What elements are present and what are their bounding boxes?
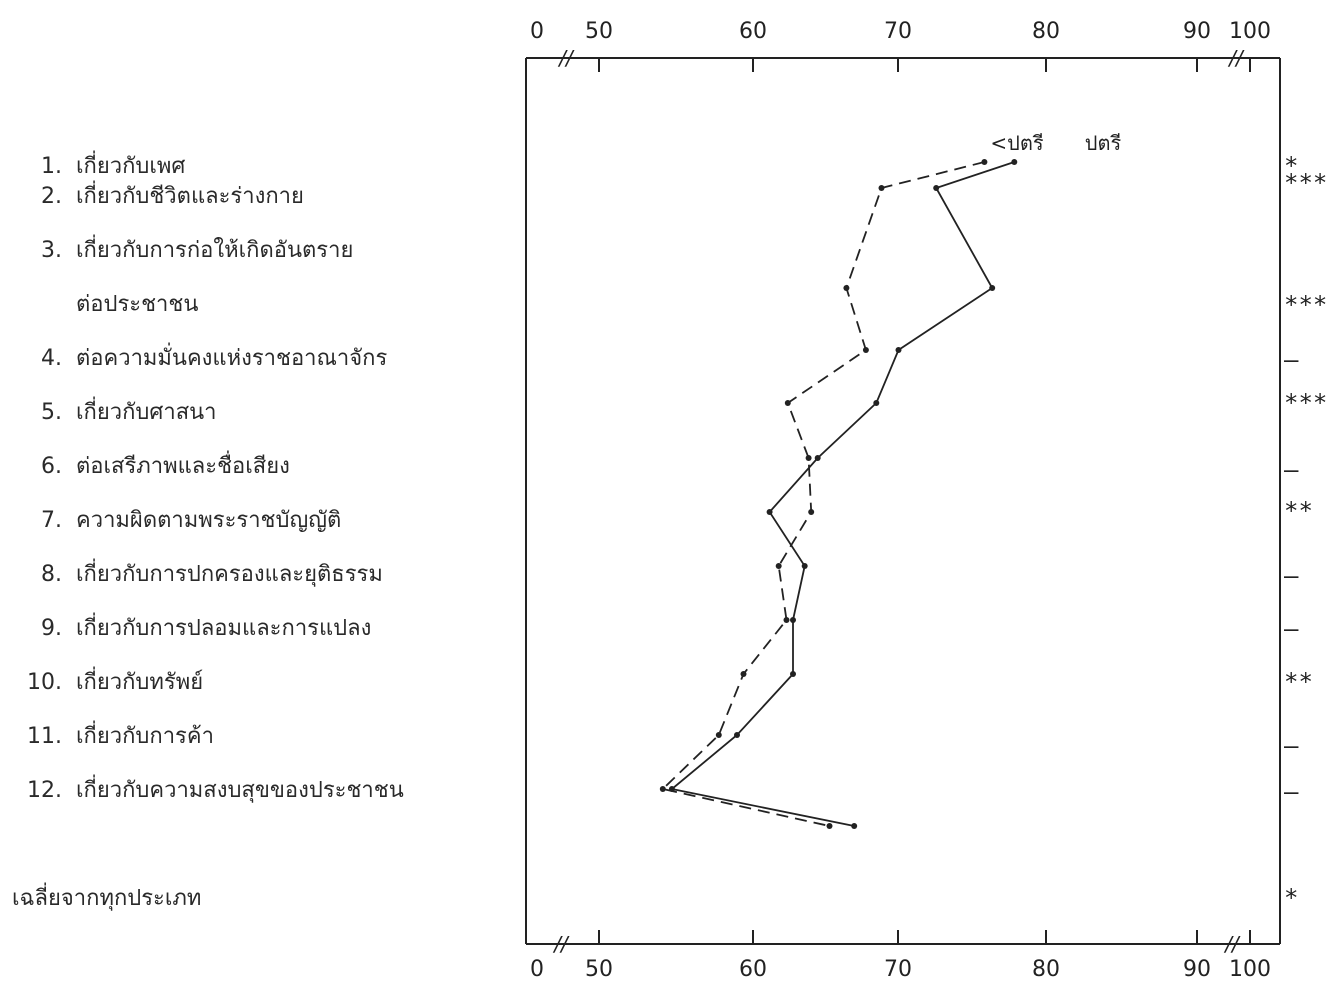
category-labels: 1. เกี่ยวกับเพศ 2. เกี่ยวกับชีวิตและร่างกา… bbox=[0, 0, 520, 988]
point-solid-12 bbox=[668, 786, 675, 792]
category-label-3: 3. เกี่ยวกับการก่อให้เกิดอันตราย bbox=[41, 238, 354, 263]
point-dashed-12 bbox=[659, 786, 666, 792]
point-dashed-13 bbox=[826, 823, 833, 829]
category-label-7: 7. ความผิดตามพระราชบัญญัติ bbox=[41, 508, 342, 533]
significance-marker-7: ** bbox=[1284, 497, 1313, 525]
point-dashed-3 bbox=[843, 285, 850, 291]
point-solid-5 bbox=[873, 400, 880, 406]
series-line-dashed bbox=[660, 161, 985, 827]
significance-marker-4: – bbox=[1284, 346, 1299, 374]
significance-marker-5: *** bbox=[1284, 389, 1328, 417]
bottom-tick-label: 70 bbox=[884, 957, 912, 982]
bottom-tick-label: 0 bbox=[530, 957, 544, 982]
point-dashed-7 bbox=[808, 509, 815, 515]
point-solid-7 bbox=[766, 509, 773, 515]
point-solid-2 bbox=[933, 185, 940, 191]
point-dashed-9 bbox=[783, 617, 790, 623]
significance-marker-12: – bbox=[1284, 778, 1299, 806]
top-tick-label: 80 bbox=[1032, 19, 1060, 44]
significance-marker-9: – bbox=[1284, 615, 1299, 643]
category-label-3-cont: ต่อประชาชน bbox=[76, 292, 199, 317]
axis-break-mark: // bbox=[1227, 46, 1245, 70]
top-tick-label: 100 bbox=[1229, 19, 1271, 44]
significance-marker-11: – bbox=[1284, 732, 1299, 760]
category-label-6: 6. ต่อเสรีภาพและชื่อเสียง bbox=[41, 454, 290, 479]
category-label-10: 10. เกี่ยวกับทรัพย์ bbox=[27, 670, 204, 695]
legend-label-solid: ปตรี bbox=[1085, 131, 1122, 155]
legend-label-dashed: <ปตรี bbox=[990, 131, 1043, 155]
point-solid-11 bbox=[734, 732, 740, 738]
plot-frame: // // // // bbox=[525, 46, 1281, 956]
axis-ticks: 0 0 50 50 60 60 70 70 80 80 90 90 100 100 bbox=[530, 19, 1271, 982]
point-dashed-11 bbox=[715, 732, 722, 738]
axis-break-mark: // bbox=[1223, 932, 1241, 956]
category-label-11: 11. เกี่ยวกับการค้า bbox=[27, 724, 214, 749]
point-dashed-2 bbox=[878, 185, 885, 191]
top-tick-label: 50 bbox=[585, 19, 613, 44]
category-label-8: 8. เกี่ยวกับการปกครองและยุติธรรม bbox=[41, 562, 383, 587]
legend: <ปตรี ปตรี bbox=[990, 131, 1121, 155]
significance-marker-13: * bbox=[1284, 884, 1299, 912]
point-dashed-10 bbox=[740, 671, 747, 677]
category-label-12: 12. เกี่ยวกับความสงบสุขของประชาชน bbox=[27, 778, 404, 803]
category-label-9: 9. เกี่ยวกับการปลอมและการแปลง bbox=[41, 616, 372, 641]
significance-marker-3: *** bbox=[1284, 291, 1328, 319]
point-dashed-8 bbox=[775, 563, 782, 569]
point-solid-1 bbox=[1011, 159, 1018, 165]
top-tick-label: 0 bbox=[530, 19, 544, 44]
significance-marker-8: – bbox=[1284, 562, 1299, 590]
category-label-2: 2. เกี่ยวกับชีวิตและร่างกาย bbox=[41, 184, 304, 209]
point-solid-9 bbox=[790, 617, 796, 623]
bottom-tick-label: 50 bbox=[585, 957, 613, 982]
point-solid-8 bbox=[801, 563, 808, 569]
point-solid-13 bbox=[851, 823, 858, 829]
point-dashed-1 bbox=[981, 159, 988, 165]
significance-marker-6: – bbox=[1284, 456, 1299, 484]
point-solid-10 bbox=[790, 671, 796, 677]
axis-break-mark: // bbox=[552, 932, 570, 956]
point-solid-3 bbox=[989, 285, 996, 291]
series-line-solid bbox=[669, 161, 1015, 827]
bottom-tick-label: 80 bbox=[1032, 957, 1060, 982]
bottom-tick-label: 90 bbox=[1183, 957, 1211, 982]
category-label-1: 1. เกี่ยวกับเพศ bbox=[41, 154, 186, 179]
point-dashed-4 bbox=[862, 347, 869, 353]
significance-marker-2: *** bbox=[1284, 169, 1328, 197]
point-solid-6 bbox=[814, 455, 821, 461]
bottom-tick-label: 60 bbox=[739, 957, 767, 982]
bottom-tick-label: 100 bbox=[1229, 957, 1271, 982]
data-points bbox=[659, 159, 1018, 829]
top-tick-label: 90 bbox=[1183, 19, 1211, 44]
point-dashed-6 bbox=[805, 455, 812, 461]
top-tick-label: 60 bbox=[739, 19, 767, 44]
series-lines bbox=[660, 161, 1015, 827]
category-label-4: 4. ต่อความมั่นคงแห่งราชอาณาจักร bbox=[41, 346, 388, 371]
significance-marker-10: ** bbox=[1284, 668, 1313, 696]
axis-break-mark: // bbox=[557, 46, 575, 70]
point-solid-4 bbox=[895, 347, 902, 353]
point-dashed-5 bbox=[784, 400, 791, 406]
average-label: เฉลี่ยจากทุกประเภท bbox=[12, 886, 202, 911]
top-tick-label: 70 bbox=[884, 19, 912, 44]
significance-marker-1: * bbox=[1284, 152, 1299, 180]
category-label-5: 5. เกี่ยวกับศาสนา bbox=[41, 400, 217, 425]
